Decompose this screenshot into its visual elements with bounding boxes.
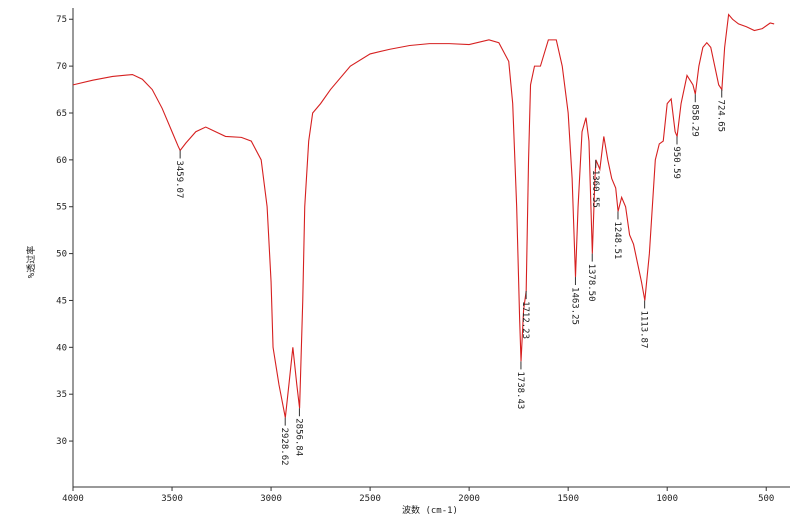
peak-label: 1378.50 <box>586 264 596 302</box>
peak-label: 858.29 <box>689 104 699 137</box>
peak-label: 1360.55 <box>590 170 600 208</box>
x-tick-label: 3500 <box>161 494 183 504</box>
y-tick-label: 30 <box>56 437 67 447</box>
x-tick-label: 1000 <box>656 494 678 504</box>
peak-label: 3459.07 <box>174 160 184 198</box>
x-tick-label: 1500 <box>557 494 579 504</box>
x-tick-label: 2500 <box>359 494 381 504</box>
peak-label: 2856.84 <box>293 418 303 456</box>
y-tick-label: 45 <box>56 296 67 306</box>
x-tick-label: 4000 <box>62 494 84 504</box>
peak-label: 1248.51 <box>612 221 622 259</box>
x-axis-label: 波数 (cm-1) <box>402 504 458 516</box>
x-tick-label: 3000 <box>260 494 282 504</box>
x-tick-label: 500 <box>758 494 774 504</box>
peak-label: 1463.25 <box>569 287 579 325</box>
y-tick-label: 65 <box>56 109 67 119</box>
y-tick-label: 75 <box>56 15 67 25</box>
y-tick-label: 35 <box>56 390 67 400</box>
y-tick-label: 40 <box>56 343 67 353</box>
y-axis-label: %透过率 <box>25 246 37 278</box>
peak-label: 724.65 <box>716 100 726 133</box>
y-tick-label: 70 <box>56 62 67 72</box>
peak-label: 1738.43 <box>515 371 525 409</box>
y-tick-label: 60 <box>56 156 67 166</box>
peak-label: 950.59 <box>671 146 681 179</box>
peak-label: 1113.87 <box>639 310 649 348</box>
spectrum-line <box>72 13 775 418</box>
x-tick-label: 2000 <box>458 494 480 504</box>
peak-label: 2928.62 <box>279 428 289 466</box>
y-tick-label: 50 <box>56 250 67 260</box>
y-tick-label: 55 <box>56 203 67 213</box>
peak-label: 1712.23 <box>520 301 530 339</box>
